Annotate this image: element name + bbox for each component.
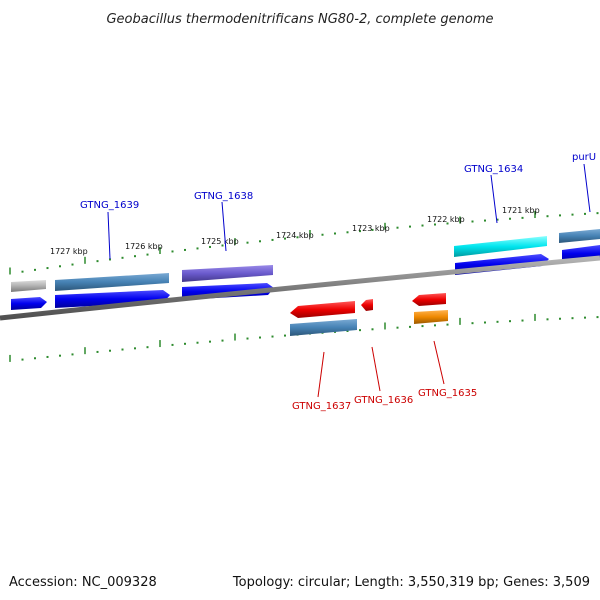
- cds-arrow-reverse[interactable]: [361, 299, 373, 311]
- label-leader-lines: [107, 163, 591, 398]
- gene-feature-GTNG_1634[interactable]: [454, 236, 547, 257]
- leader-line: [433, 340, 445, 385]
- gene-label-forward[interactable]: GTNG_1639: [80, 200, 139, 211]
- cds-arrow-reverse[interactable]: [290, 301, 355, 318]
- gene-labels: GTNG_1639 GTNG_1638 GTNG_1634 purU GTNG_…: [80, 152, 596, 412]
- topology-summary: Topology: circular; Length: 3,550,319 bp…: [232, 575, 590, 590]
- gene-feature-GTNG_1638[interactable]: [182, 265, 273, 282]
- gene-feature-gray[interactable]: [11, 280, 46, 292]
- genome-backbone: [0, 255, 600, 321]
- reverse-gene-features: [290, 310, 448, 336]
- cds-arrow-forward[interactable]: [55, 290, 170, 308]
- ruler-label: 1727 kbp: [50, 247, 88, 256]
- inner-dotted-track: [9, 313, 599, 362]
- reverse-cds-arrows: [290, 293, 446, 318]
- ruler-label: 1723 kbp: [352, 224, 390, 233]
- gene-feature-purU[interactable]: [559, 229, 600, 243]
- leader-line: [317, 351, 325, 398]
- gene-label-forward[interactable]: GTNG_1638: [194, 191, 253, 202]
- outer-position-ruler: [9, 211, 599, 275]
- ruler-labels: 1727 kbp 1726 kbp 1725 kbp 1724 kbp 1723…: [50, 206, 540, 256]
- accession-text: Accession: NC_009328: [9, 575, 157, 590]
- map-title: Geobacillus thermodenitrificans NG80-2, …: [106, 12, 493, 27]
- ruler-label: 1726 kbp: [125, 242, 163, 251]
- gene-label-reverse[interactable]: GTNG_1635: [418, 388, 477, 399]
- leader-line: [490, 174, 498, 224]
- leader-line: [107, 211, 111, 260]
- gene-label-reverse[interactable]: GTNG_1637: [292, 401, 351, 412]
- cds-arrow-reverse[interactable]: [412, 293, 446, 306]
- forward-gene-features: [11, 229, 600, 292]
- ruler-label: 1725 kbp: [201, 237, 239, 246]
- gene-feature-GTNG_1637[interactable]: [290, 319, 357, 336]
- gene-label-forward[interactable]: purU: [572, 152, 596, 163]
- ruler-label: 1721 kbp: [502, 206, 540, 215]
- ruler-label: 1724 kbp: [276, 231, 314, 240]
- leader-line: [221, 201, 227, 252]
- leader-line: [583, 163, 591, 213]
- gene-feature-GTNG_1635[interactable]: [414, 310, 448, 324]
- leader-line: [371, 346, 381, 392]
- gene-feature-GTNG_1639[interactable]: [55, 273, 169, 291]
- cds-arrow-forward[interactable]: [11, 297, 47, 310]
- gene-label-reverse[interactable]: GTNG_1636: [354, 395, 413, 406]
- gene-label-forward[interactable]: GTNG_1634: [464, 164, 523, 175]
- ruler-label: 1722 kbp: [427, 215, 465, 224]
